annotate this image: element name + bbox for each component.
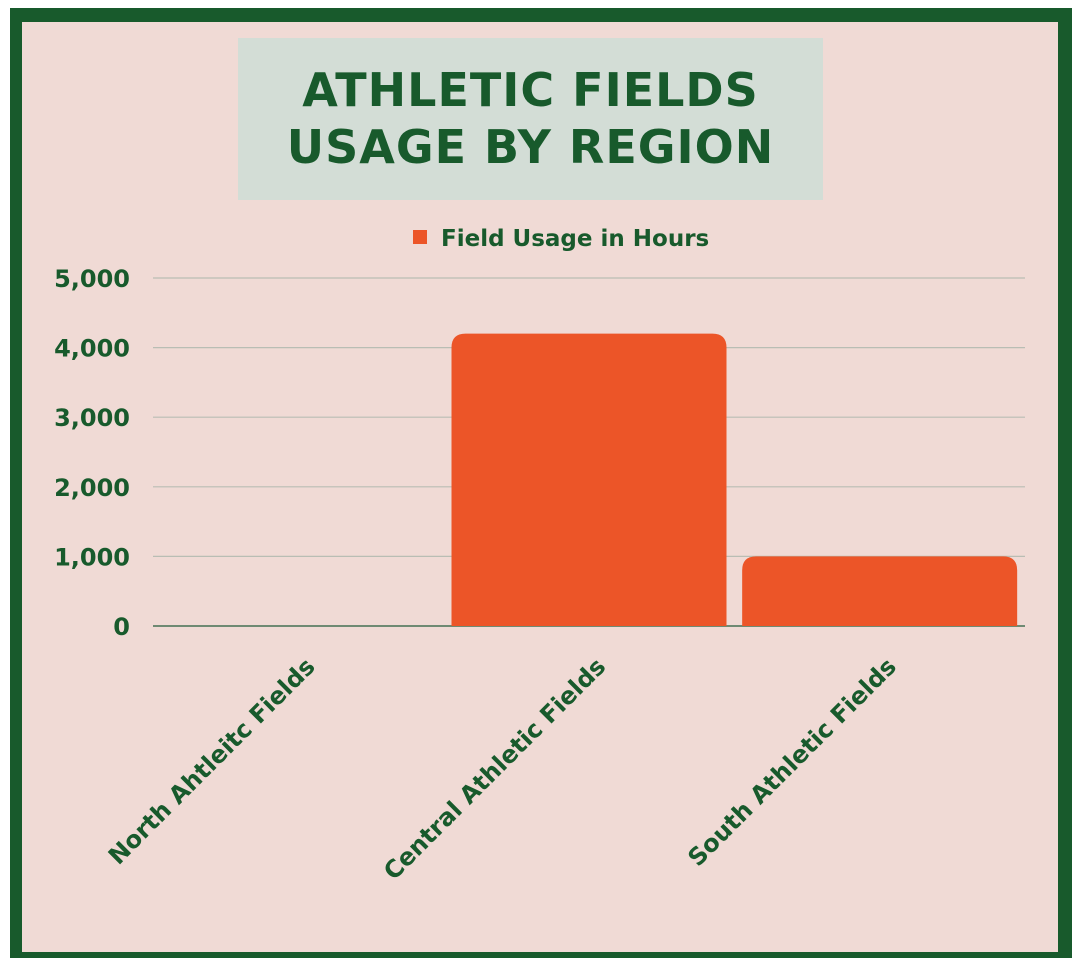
chart-title: ATHLETIC FIELDS USAGE BY REGION (286, 62, 775, 175)
x-tick-label-central-athletic-fields: Central Athletic Fields (378, 652, 611, 885)
bars (451, 333, 1018, 626)
legend: Field Usage in Hours (413, 226, 709, 252)
title-box: ATHLETIC FIELDS USAGE BY REGION (238, 38, 823, 200)
bar-central-athletic-fields (451, 333, 727, 626)
y-tick-label-2-000: 2,000 (54, 474, 130, 502)
y-tick-label-1-000: 1,000 (54, 543, 130, 571)
x-tick-label-south-athletic-fields: South Athletic Fields (683, 652, 902, 871)
y-tick-label-0: 0 (113, 613, 130, 641)
y-tick-label-3-000: 3,000 (54, 404, 130, 432)
x-axis-labels: North Ahtleitc Fields Central Athletic Fi… (103, 652, 902, 885)
y-tick-label-4-000: 4,000 (54, 335, 130, 363)
legend-label-field-usage: Field Usage in Hours (441, 226, 709, 252)
bar-south-athletic-fields (742, 556, 1018, 626)
y-tick-label-5-000: 5,000 (54, 265, 130, 293)
legend-swatch-field-usage (413, 230, 427, 244)
y-axis-ticks: 0 1,000 2,000 3,000 4,000 5,000 (54, 265, 130, 641)
x-tick-label-north-ahtleitc-fields: North Ahtleitc Fields (103, 652, 321, 870)
